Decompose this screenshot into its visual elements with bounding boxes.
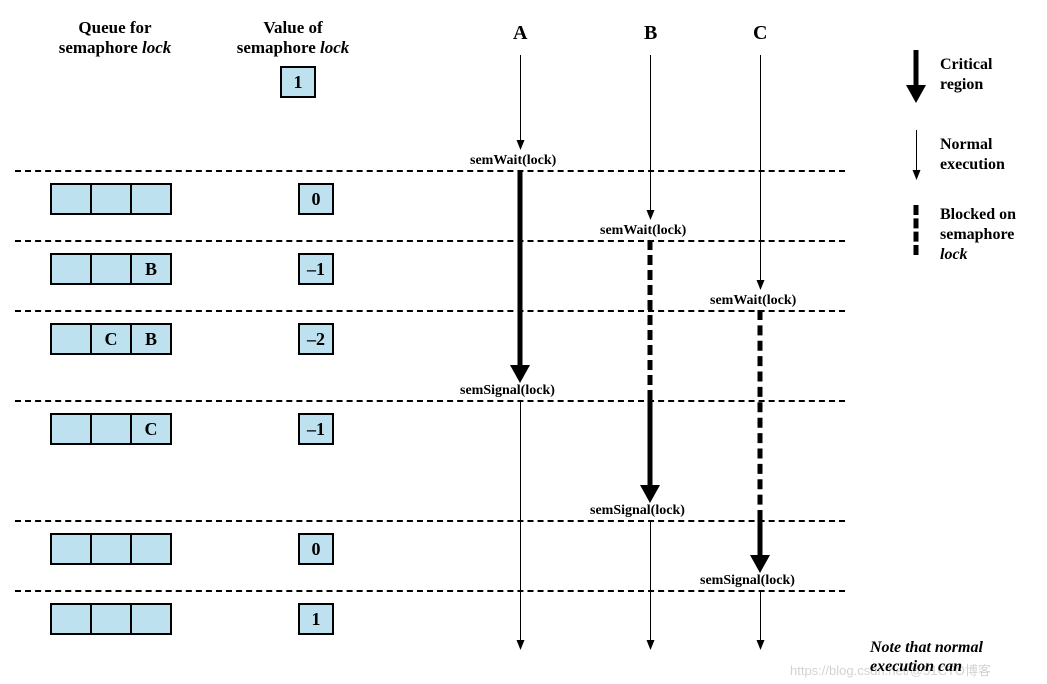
queue-row-2: B [50,253,172,285]
value-box-2: –1 [298,253,334,285]
label-c-wait: semWait(lock) [710,293,796,309]
legend-blocked-text: Blocked on semaphore lock [940,205,1016,265]
label-b-signal: semSignal(lock) [590,503,685,519]
queue-cell: B [130,253,172,285]
b-thin-1-head [647,210,655,220]
a-thick-head [510,365,530,383]
b-thick-head [640,485,660,503]
hdash-6 [15,590,845,592]
queue-cell [50,323,92,355]
c-thin-1-head [757,280,765,290]
label-a-signal: semSignal(lock) [460,383,555,399]
legend-normal-text: Normalexecution [940,135,1005,175]
c-thin-1 [760,55,761,280]
value-box-6: 1 [298,603,334,635]
queue-cell [90,603,132,635]
col-b-label: B [644,22,657,45]
watermark: https://blog.csdn.net/@51CTO博客 [790,660,991,679]
queue-cell [90,413,132,445]
c-thick [758,520,763,555]
c-dash [758,310,763,520]
c-thick-head [750,555,770,573]
queue-row-6 [50,603,172,635]
legend-critical-icon-head [906,85,926,103]
diagram-canvas: Queue for semaphore lock Value of semaph… [0,0,1047,684]
col-a-label: A [513,22,527,45]
a-thin-1-head [517,140,525,150]
b-dash [648,240,653,400]
hdash-5 [15,520,845,522]
queue-row-1 [50,183,172,215]
queue-row-3: C B [50,323,172,355]
queue-cell [130,183,172,215]
value-box-3: –2 [298,323,334,355]
queue-cell [50,253,92,285]
value-box-1: 0 [298,183,334,215]
hdash-4 [15,400,845,402]
label-a-wait: semWait(lock) [470,153,556,169]
legend-normal-icon-head [913,170,921,180]
queue-cell: B [130,323,172,355]
c-thin-2 [760,590,761,640]
queue-cell [90,533,132,565]
value-box-5: 0 [298,533,334,565]
a-thin-2-head [517,640,525,650]
queue-cell [90,253,132,285]
value-header: Value of semaphore lock [218,18,368,59]
legend-blocked-icon [914,205,919,255]
b-thick [648,400,653,485]
hdash-3 [15,310,845,312]
hdash-1 [15,170,845,172]
col-c-label: C [753,22,767,45]
queue-cell [50,603,92,635]
queue-cell [50,533,92,565]
c-thin-2-head [757,640,765,650]
queue-cell [50,413,92,445]
queue-cell [130,603,172,635]
legend-critical-text: Criticalregion [940,55,992,95]
queue-row-4: C [50,413,172,445]
hdash-2 [15,240,845,242]
value-box-initial: 1 [280,66,316,98]
legend-critical-icon [914,50,919,85]
label-c-signal: semSignal(lock) [700,573,795,589]
a-thin-2 [520,400,521,640]
queue-header: Queue for semaphore lock [40,18,190,59]
queue-cell [90,183,132,215]
queue-row-5 [50,533,172,565]
b-thin-2-head [647,640,655,650]
a-thick [518,170,523,365]
b-thin-2 [650,520,651,640]
value-box-4: –1 [298,413,334,445]
a-thin-1 [520,55,521,140]
label-b-wait: semWait(lock) [600,223,686,239]
queue-cell [130,533,172,565]
queue-cell: C [130,413,172,445]
legend-normal-icon [916,130,917,170]
queue-cell [50,183,92,215]
b-thin-1 [650,55,651,210]
queue-cell: C [90,323,132,355]
